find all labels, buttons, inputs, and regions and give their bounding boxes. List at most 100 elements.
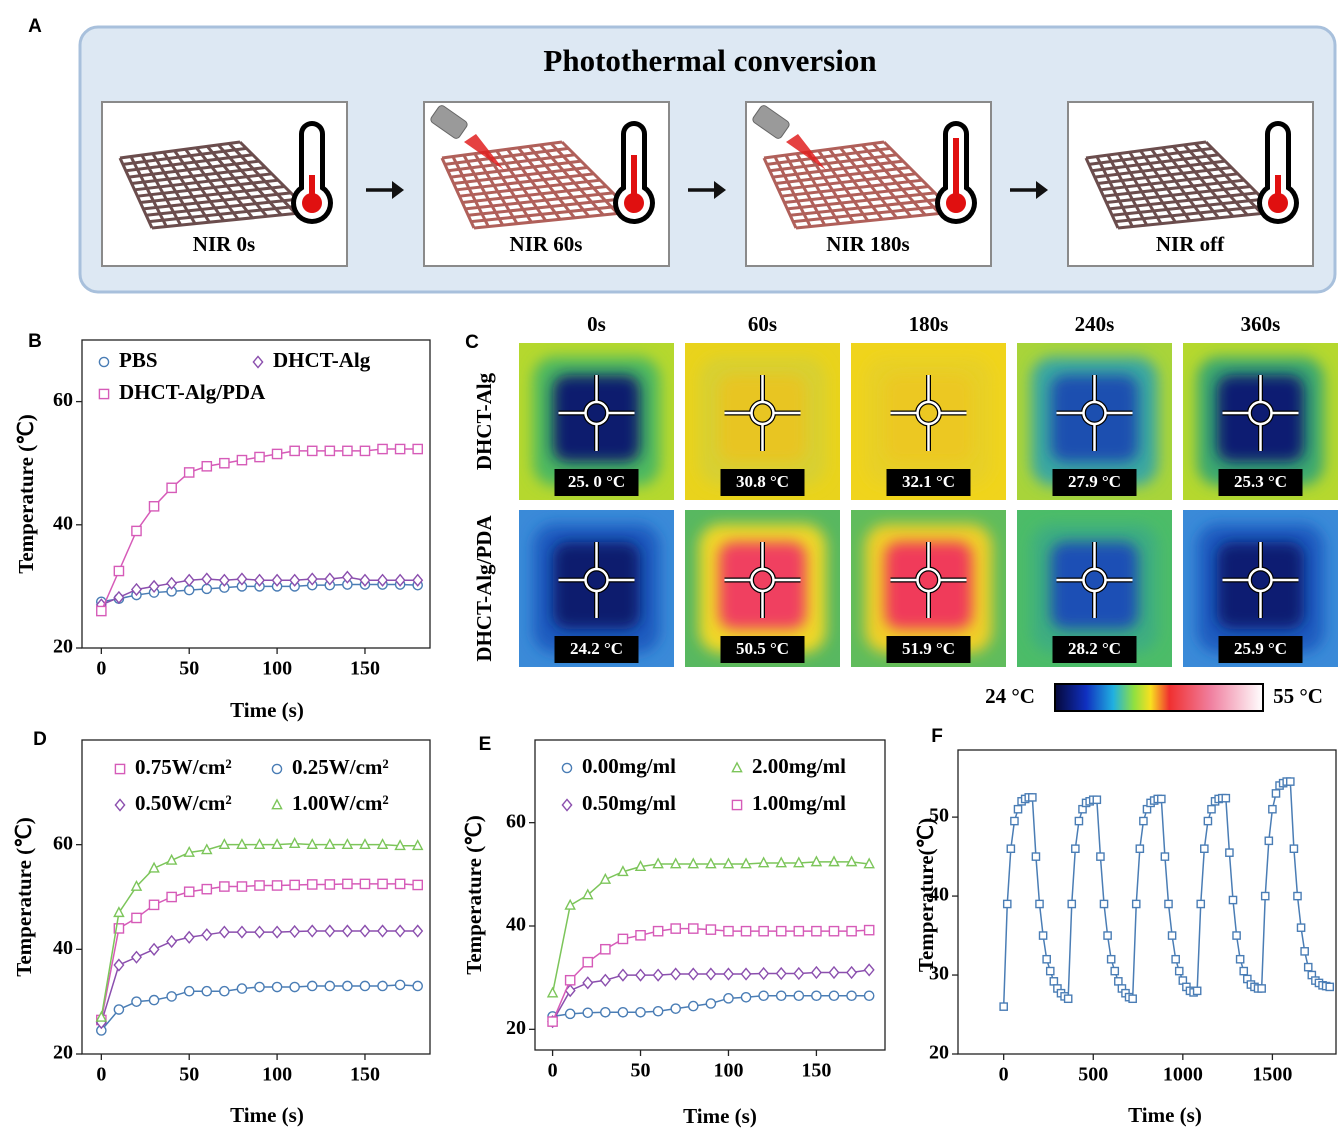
point	[1297, 924, 1304, 931]
point	[1194, 987, 1201, 994]
point	[237, 984, 246, 993]
legend-label: 1.00mg/ml	[752, 791, 846, 815]
point	[1029, 794, 1036, 801]
point	[1036, 900, 1043, 907]
legend-marker	[562, 763, 571, 772]
point	[741, 969, 750, 980]
point	[1258, 985, 1265, 992]
point	[378, 925, 387, 936]
point	[1305, 964, 1312, 971]
time-label: 60s	[748, 312, 777, 336]
y-tick-label: 60	[53, 389, 73, 411]
point	[343, 981, 352, 990]
point	[202, 584, 211, 593]
point	[706, 925, 715, 934]
point	[1000, 1003, 1007, 1010]
point	[167, 992, 176, 1001]
point	[1004, 900, 1011, 907]
point	[97, 606, 106, 615]
point	[185, 932, 194, 943]
point	[671, 924, 680, 933]
time-label: 0s	[587, 312, 606, 336]
point	[1287, 778, 1294, 785]
x-tick-label: 50	[631, 1060, 651, 1082]
point	[290, 446, 299, 455]
step-label: NIR 60s	[510, 232, 583, 256]
point	[794, 927, 803, 936]
point	[829, 991, 838, 1000]
point	[132, 952, 141, 963]
point	[724, 927, 733, 936]
y-tick-label: 20	[53, 636, 73, 658]
point	[865, 964, 874, 975]
legend-label: 2.00mg/ml	[752, 754, 846, 778]
legend-marker	[115, 799, 124, 810]
point	[185, 468, 194, 477]
point	[360, 879, 369, 888]
thermal-image: 32.1 °C	[851, 343, 1006, 500]
point	[654, 927, 663, 936]
x-tick-label: 1500	[1252, 1064, 1292, 1086]
point	[413, 880, 422, 889]
point	[671, 969, 680, 980]
point	[654, 970, 663, 981]
y-axis-label: Temperature (℃)	[12, 817, 36, 976]
point	[759, 968, 768, 979]
point	[1294, 892, 1301, 899]
point	[1007, 845, 1014, 852]
point	[413, 981, 422, 990]
legend-label: 0.00mg/ml	[582, 754, 676, 778]
time-label: 360s	[1241, 312, 1281, 336]
point	[202, 885, 211, 894]
point	[583, 977, 592, 988]
y-tick-label: 40	[53, 512, 73, 534]
point	[1168, 932, 1175, 939]
point	[325, 880, 334, 889]
point	[1065, 995, 1072, 1002]
point	[1129, 995, 1136, 1002]
thermal-image: 25.3 °C	[1183, 343, 1338, 500]
point	[1108, 956, 1115, 963]
point	[741, 993, 750, 1002]
point	[1326, 983, 1333, 990]
thermal-image: 51.9 °C	[851, 510, 1006, 667]
step-label: NIR 0s	[193, 232, 255, 256]
x-tick-label: 150	[801, 1060, 831, 1082]
thermal-image: 25. 0 °C	[519, 343, 674, 500]
thermal-image: 30.8 °C	[685, 343, 840, 500]
point	[255, 881, 264, 890]
thermal-image: 24.2 °C	[519, 510, 674, 667]
temp-label: 25. 0 °C	[568, 472, 625, 491]
thermometer-level	[953, 138, 959, 200]
point	[378, 444, 387, 453]
point	[1039, 932, 1046, 939]
point	[689, 969, 698, 980]
point	[724, 969, 733, 980]
point	[167, 892, 176, 901]
point	[149, 995, 158, 1004]
point	[566, 1009, 575, 1018]
point	[847, 991, 856, 1000]
point	[396, 925, 405, 936]
point	[636, 970, 645, 981]
point	[185, 887, 194, 896]
point	[396, 980, 405, 989]
point	[618, 1008, 627, 1017]
point	[829, 927, 838, 936]
point	[114, 566, 123, 575]
point	[1240, 967, 1247, 974]
x-tick-label: 0	[96, 658, 106, 680]
point	[343, 925, 352, 936]
point	[794, 968, 803, 979]
point	[378, 981, 387, 990]
point	[220, 927, 229, 938]
y-tick-label: 40	[506, 914, 526, 936]
point	[325, 981, 334, 990]
point	[1204, 817, 1211, 824]
temp-label: 25.3 °C	[1234, 472, 1287, 491]
point	[325, 925, 334, 936]
point	[1032, 853, 1039, 860]
point	[689, 1001, 698, 1010]
legend-label: PBS	[119, 348, 158, 372]
point	[308, 925, 317, 936]
